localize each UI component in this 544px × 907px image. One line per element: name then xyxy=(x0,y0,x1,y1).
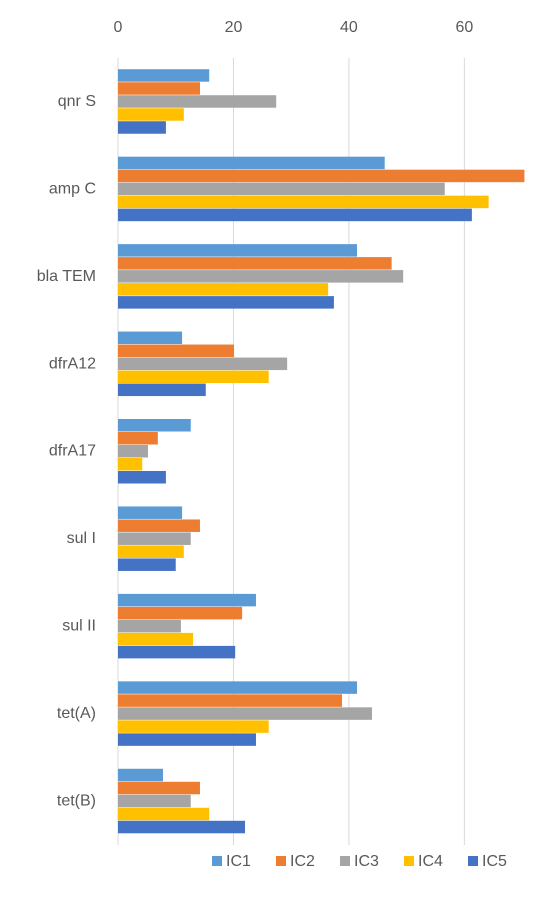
bar xyxy=(118,545,184,558)
legend-swatch xyxy=(276,856,286,866)
bar xyxy=(118,820,246,834)
legend-swatch xyxy=(404,856,414,866)
bar xyxy=(118,208,472,222)
bar xyxy=(118,121,166,134)
y-tick-label: amp C xyxy=(49,180,96,197)
bar xyxy=(118,606,243,620)
legend-swatch xyxy=(468,856,478,866)
legend-label: IC2 xyxy=(290,853,315,870)
bar xyxy=(118,182,445,196)
bar xyxy=(118,344,235,358)
bar xyxy=(118,519,200,532)
y-tick-label: dfrA17 xyxy=(49,443,96,460)
bar xyxy=(118,270,404,283)
bar xyxy=(118,82,200,95)
bar xyxy=(118,257,392,270)
bar xyxy=(118,156,385,170)
x-tick-label: 40 xyxy=(340,19,358,36)
bar xyxy=(118,506,183,519)
bar xyxy=(118,244,358,257)
bar xyxy=(118,296,334,309)
y-tick-label: tet(B) xyxy=(57,792,96,809)
bar xyxy=(118,331,183,345)
legend-swatch xyxy=(212,856,222,866)
bar xyxy=(118,69,210,82)
bar xyxy=(118,471,166,484)
y-tick-label: sul II xyxy=(62,618,96,635)
y-tick-label: sul I xyxy=(67,530,96,547)
y-tick-label: tet(A) xyxy=(57,705,96,722)
bar xyxy=(118,370,269,384)
bar xyxy=(118,768,164,782)
bar xyxy=(118,781,200,795)
bar xyxy=(118,445,149,458)
bar xyxy=(118,432,158,445)
bar xyxy=(118,532,191,545)
legend-swatch xyxy=(340,856,350,866)
legend-label: IC3 xyxy=(354,853,379,870)
bar xyxy=(118,645,236,659)
bar xyxy=(118,794,191,808)
bar xyxy=(118,169,525,183)
bar xyxy=(118,807,210,821)
bar xyxy=(118,195,489,209)
bar xyxy=(118,707,373,720)
bar xyxy=(118,283,329,296)
bar xyxy=(118,558,176,571)
bar xyxy=(118,357,288,371)
y-tick-label: bla TEM xyxy=(37,268,96,285)
bar xyxy=(118,720,269,733)
bar xyxy=(118,458,143,471)
legend-label: IC1 xyxy=(226,853,251,870)
bar xyxy=(118,681,358,694)
bar xyxy=(118,108,184,121)
x-tick-label: 20 xyxy=(225,19,243,36)
bar xyxy=(118,733,256,746)
bar xyxy=(118,694,342,707)
x-tick-label: 0 xyxy=(114,19,123,36)
legend-label: IC4 xyxy=(418,853,443,870)
x-tick-label: 60 xyxy=(455,19,473,36)
y-tick-label: qnr S xyxy=(58,93,96,110)
bar xyxy=(118,95,277,108)
bar xyxy=(118,419,191,432)
bar xyxy=(118,619,181,633)
bar xyxy=(118,383,206,397)
bar xyxy=(118,593,256,607)
y-tick-label: dfrA12 xyxy=(49,355,96,372)
bar xyxy=(118,632,194,646)
legend-label: IC5 xyxy=(482,853,507,870)
